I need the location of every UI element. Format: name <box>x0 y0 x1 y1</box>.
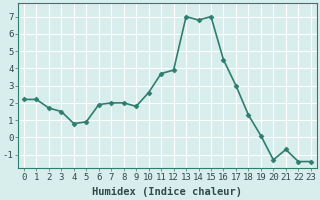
X-axis label: Humidex (Indice chaleur): Humidex (Indice chaleur) <box>92 187 242 197</box>
